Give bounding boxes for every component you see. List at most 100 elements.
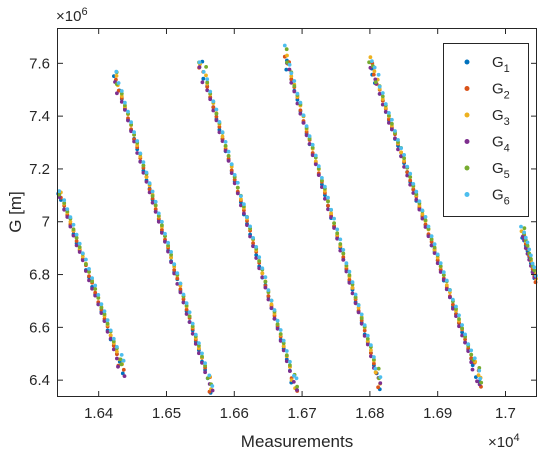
data-point: [245, 223, 249, 228]
data-point: [451, 306, 455, 311]
data-point: [457, 313, 461, 318]
data-point: [525, 243, 530, 248]
data-point: [71, 222, 76, 227]
legend: G1 G2 G3 G4 G5 G6: [443, 43, 529, 217]
data-point: [153, 210, 158, 214]
data-point: [529, 257, 533, 261]
x-axis-label: Measurements: [241, 432, 353, 451]
data-point: [175, 276, 180, 281]
data-point: [163, 231, 167, 236]
data-point: [387, 117, 391, 122]
data-point: [405, 164, 410, 169]
data-point: [399, 154, 403, 159]
data-point: [138, 159, 143, 164]
data-point: [369, 343, 373, 347]
data-point: [129, 129, 134, 134]
data-point: [405, 170, 410, 175]
data-point: [208, 89, 213, 94]
data-point: [181, 292, 186, 297]
legend-marker: [464, 192, 470, 197]
data-point: [80, 254, 85, 259]
data-point: [144, 175, 149, 180]
data-point: [460, 326, 464, 331]
data-point: [65, 215, 70, 219]
data-point: [108, 333, 113, 338]
data-point: [408, 171, 413, 176]
data-point: [278, 339, 283, 343]
data-point: [474, 375, 478, 379]
data-point: [248, 234, 253, 239]
data-point: [529, 253, 533, 258]
data-point: [235, 191, 240, 196]
data-point: [411, 191, 416, 195]
data-point: [320, 176, 324, 180]
data-point: [275, 326, 280, 331]
data-point: [90, 279, 94, 284]
data-point: [287, 67, 292, 72]
data-point: [203, 361, 208, 365]
data-point: [371, 72, 376, 77]
data-point: [432, 251, 437, 256]
y-tick-label: 6.8: [29, 267, 50, 284]
data-point: [335, 227, 340, 232]
data-point: [377, 84, 382, 89]
data-point: [478, 376, 482, 381]
data-point: [205, 85, 210, 89]
data-point: [217, 130, 222, 135]
data-point: [441, 270, 446, 275]
data-point: [408, 182, 413, 187]
data-point: [68, 219, 73, 224]
data-point: [105, 318, 110, 323]
data-point: [417, 207, 422, 212]
data-point: [272, 316, 277, 321]
data-point: [269, 298, 274, 303]
y-tick-label: 7: [42, 214, 50, 231]
data-point: [126, 118, 130, 123]
data-point: [108, 336, 113, 341]
legend-marker: [464, 112, 470, 118]
data-point: [203, 364, 208, 368]
data-point: [338, 242, 343, 246]
data-point: [207, 373, 212, 378]
data-point: [119, 89, 124, 93]
data-point: [251, 244, 256, 249]
data-point: [448, 295, 452, 300]
data-point: [365, 342, 370, 347]
data-point: [470, 363, 475, 368]
data-point: [266, 288, 271, 292]
data-point: [380, 97, 385, 101]
data-point: [284, 359, 289, 364]
data-point: [223, 143, 228, 148]
data-point: [472, 356, 477, 361]
data-point: [341, 251, 346, 256]
data-point: [378, 375, 383, 379]
data-point: [525, 240, 530, 245]
data-point: [295, 388, 299, 392]
data-point: [93, 293, 98, 298]
data-point: [477, 366, 482, 370]
data-point: [197, 60, 202, 65]
data-point: [108, 328, 113, 333]
data-point: [307, 134, 312, 139]
data-point: [223, 148, 228, 153]
data-point: [205, 88, 210, 93]
data-point: [320, 182, 324, 187]
data-point: [284, 67, 289, 72]
data-point: [251, 236, 256, 240]
data-point: [372, 361, 376, 366]
data-point: [203, 370, 208, 375]
data-point: [156, 219, 161, 224]
data-point: [470, 367, 475, 372]
data-point: [260, 266, 265, 271]
x-tick-label: 1.65: [152, 405, 181, 422]
data-point: [62, 201, 67, 205]
data-point: [102, 319, 107, 323]
data-point: [193, 342, 198, 346]
data-point: [359, 312, 364, 317]
data-point: [326, 203, 330, 208]
data-point: [368, 55, 373, 60]
data-point: [263, 279, 268, 284]
data-point: [429, 237, 434, 242]
data-point: [362, 334, 367, 338]
